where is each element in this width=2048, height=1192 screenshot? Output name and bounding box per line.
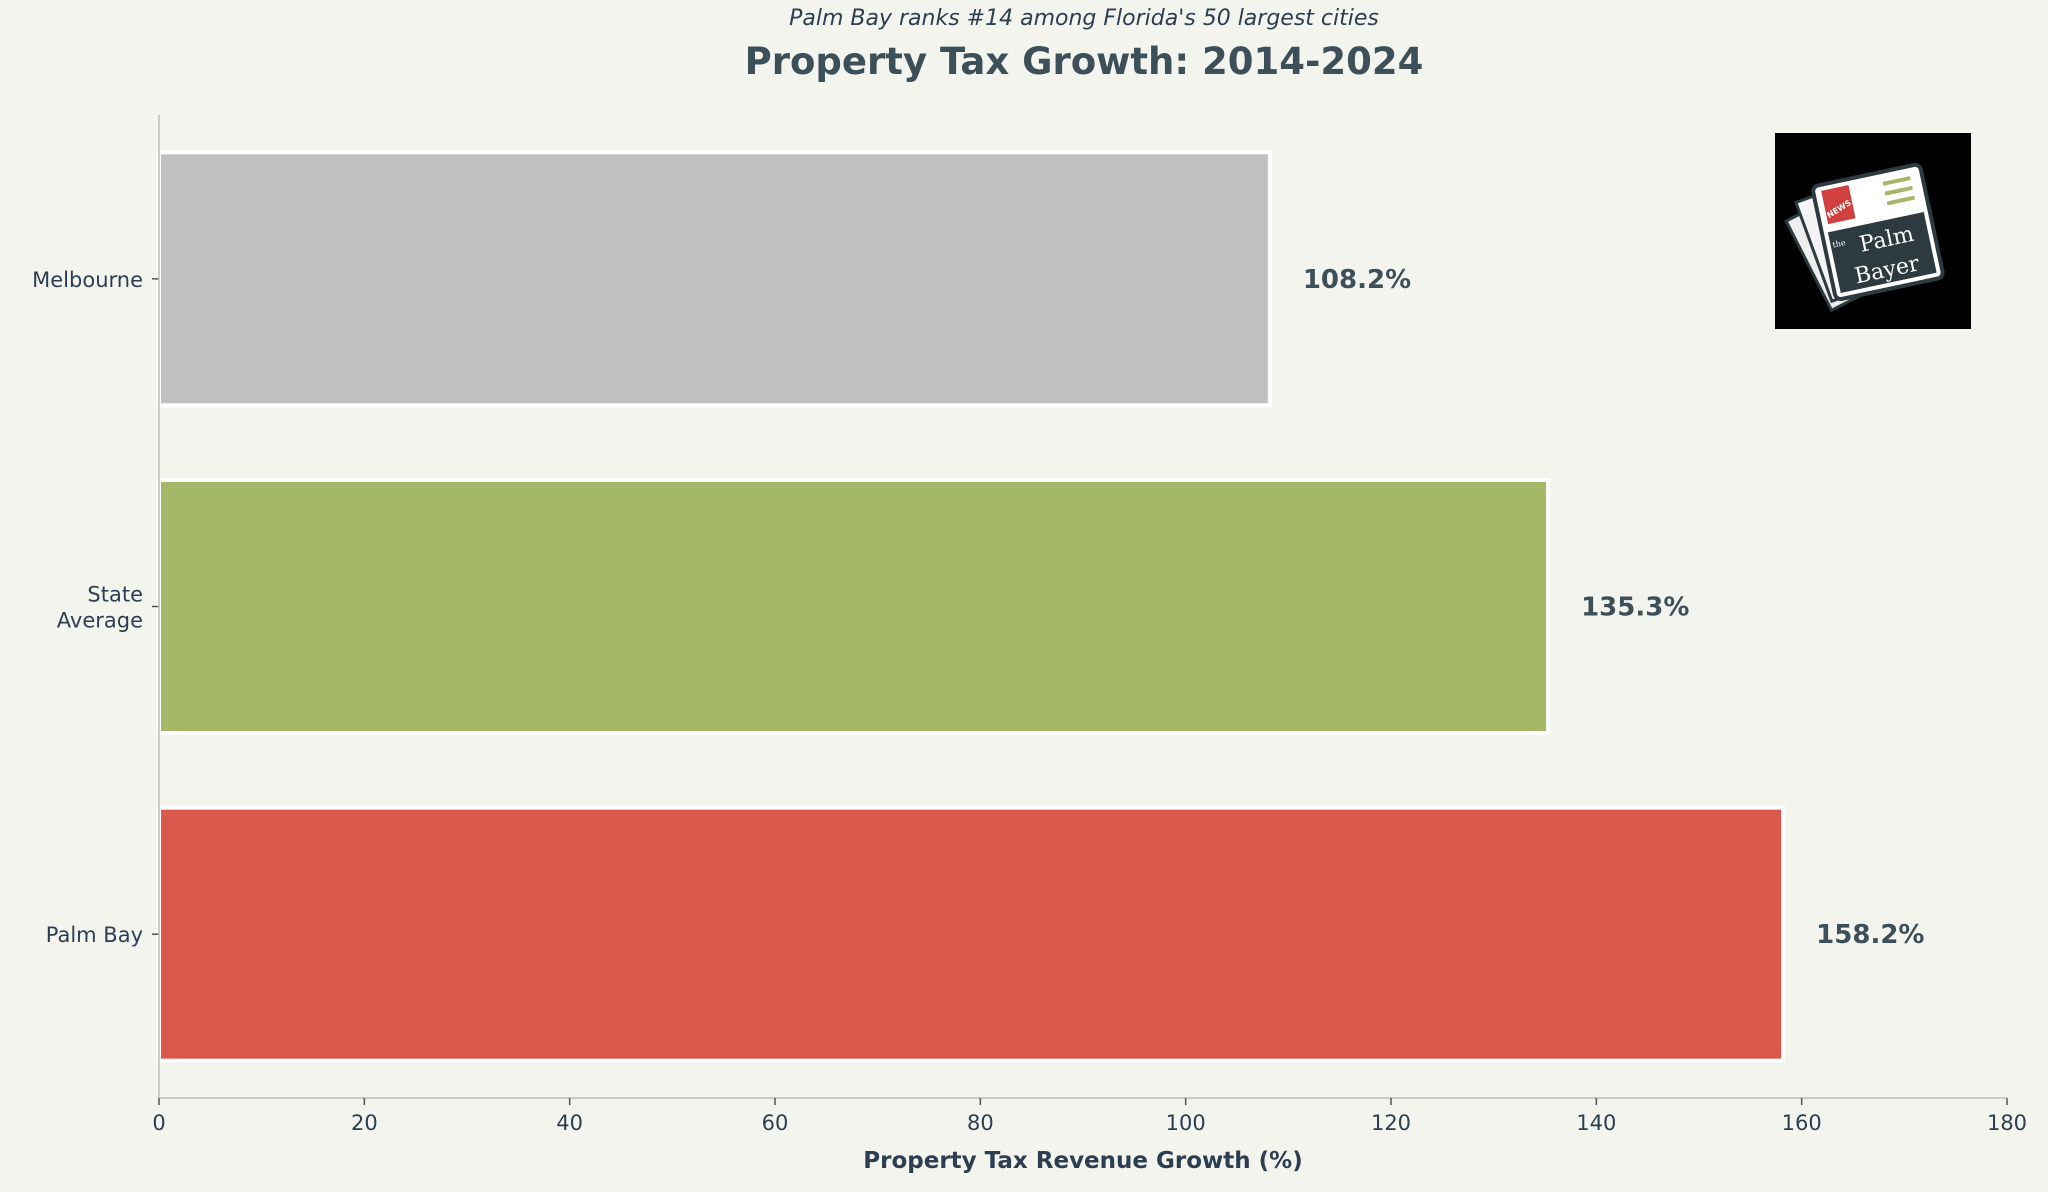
data-label: 108.2%	[1303, 265, 1411, 295]
x-tick-label: 0	[152, 1111, 165, 1135]
x-axis-label: Property Tax Revenue Growth (%)	[863, 1148, 1302, 1174]
svg-text:the: the	[1832, 238, 1847, 250]
y-tick-label: Melbourne	[32, 268, 143, 292]
bar-state-average	[157, 478, 1551, 735]
x-tick-label: 60	[762, 1111, 789, 1135]
y-tick-label-line: Average	[57, 609, 143, 633]
x-tick-label: 100	[1166, 1111, 1206, 1135]
x-tick-label: 140	[1576, 1111, 1616, 1135]
x-tick-label: 120	[1371, 1111, 1411, 1135]
y-tick-label: Palm Bay	[46, 923, 143, 947]
data-label: 158.2%	[1816, 920, 1924, 950]
chart-subtitle: Palm Bay ranks #14 among Florida's 50 la…	[789, 6, 1379, 31]
bar-melbourne	[157, 150, 1272, 408]
x-tick-label: 160	[1782, 1111, 1822, 1135]
palm-bayer-logo: NEWS the Palm Bayer	[1775, 133, 1971, 329]
y-tick-label: State Average	[57, 583, 143, 633]
x-tick-label: 180	[1987, 1111, 2027, 1135]
y-tick-label-line: State	[87, 583, 143, 607]
y-tick-label-line: Palm Bay	[46, 923, 143, 947]
y-tick-label-line: Melbourne	[32, 268, 143, 292]
chart-title: Property Tax Growth: 2014-2024	[745, 40, 1424, 83]
x-tick-label: 40	[556, 1111, 583, 1135]
data-label: 135.3%	[1581, 593, 1689, 623]
x-tick-label: 80	[967, 1111, 994, 1135]
bar-palm-bay	[157, 805, 1786, 1063]
x-tick-label: 20	[351, 1111, 378, 1135]
